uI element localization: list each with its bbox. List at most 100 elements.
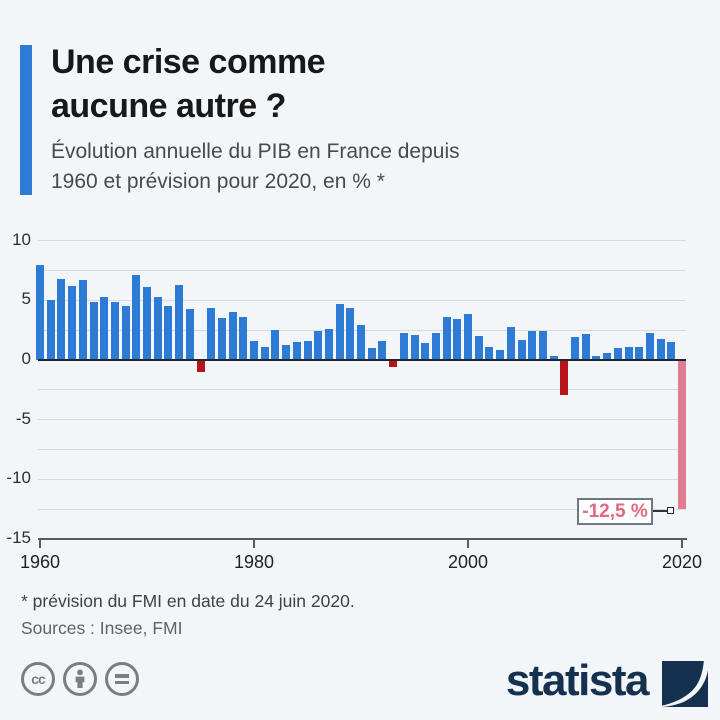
annotation-connector bbox=[653, 510, 669, 512]
bar-1966 bbox=[100, 296, 109, 360]
y-axis-label: 5 bbox=[21, 289, 31, 309]
gridline bbox=[38, 419, 686, 421]
bar-1983 bbox=[282, 344, 291, 360]
bar-1997 bbox=[431, 332, 440, 360]
gridline bbox=[38, 299, 686, 301]
x-axis-tick bbox=[467, 538, 469, 548]
bar-1982 bbox=[271, 330, 280, 360]
bar-2019 bbox=[667, 342, 676, 360]
x-axis-tick bbox=[681, 538, 683, 548]
bar-1981 bbox=[260, 346, 269, 360]
page-title: Une crise comme aucune autre ? bbox=[51, 40, 326, 128]
bar-2006 bbox=[528, 331, 537, 360]
bar-1989 bbox=[346, 307, 355, 360]
bar-1969 bbox=[132, 275, 141, 360]
bar-1974 bbox=[185, 308, 194, 360]
cc-icon-label: cc bbox=[31, 671, 46, 687]
gridline bbox=[38, 270, 686, 272]
annotation-marker bbox=[667, 507, 674, 514]
bar-1979 bbox=[239, 317, 248, 360]
y-axis-label: -15 bbox=[6, 527, 31, 547]
bar-2005 bbox=[517, 339, 526, 360]
bar-1980 bbox=[250, 340, 258, 360]
title-line-2: aucune autre ? bbox=[51, 87, 286, 125]
gridline bbox=[38, 448, 686, 450]
forecast-annotation: -12,5 % bbox=[577, 498, 653, 525]
gridline bbox=[38, 389, 686, 391]
gridline bbox=[38, 240, 686, 242]
bar-1976 bbox=[207, 307, 216, 360]
x-axis-label: 2000 bbox=[447, 551, 489, 572]
bar-2001 bbox=[474, 336, 483, 360]
subtitle-line-2: 1960 et prévision pour 2020, en % * bbox=[51, 170, 385, 193]
bar-1992 bbox=[378, 340, 387, 360]
bar-1975 bbox=[196, 360, 205, 372]
bar-2017 bbox=[645, 332, 654, 360]
no-derivatives-icon[interactable] bbox=[105, 662, 139, 696]
footnote: * prévision du FMI en date du 24 juin 20… bbox=[21, 591, 355, 611]
bar-2015 bbox=[624, 346, 633, 360]
forecast-annotation-label: -12,5 % bbox=[582, 500, 648, 522]
bar-1977 bbox=[217, 318, 226, 360]
y-axis-label: 10 bbox=[12, 229, 31, 249]
bar-1972 bbox=[164, 306, 173, 360]
gridline bbox=[38, 508, 686, 510]
bar-1963 bbox=[68, 286, 77, 360]
bar-1964 bbox=[78, 280, 87, 360]
bar-2010 bbox=[571, 337, 579, 360]
bar-1984 bbox=[292, 342, 301, 360]
bar-2012 bbox=[592, 356, 601, 360]
x-axis-tick bbox=[253, 538, 255, 548]
gridline bbox=[38, 478, 686, 480]
x-axis bbox=[38, 537, 687, 540]
bar-1970 bbox=[143, 287, 151, 360]
bar-2014 bbox=[613, 348, 622, 360]
sources: Sources : Insee, FMI bbox=[21, 618, 183, 638]
bar-2008 bbox=[549, 356, 558, 360]
x-axis-label: 1960 bbox=[19, 551, 61, 572]
bar-1968 bbox=[121, 306, 130, 360]
zero-axis bbox=[38, 359, 686, 361]
bar-1986 bbox=[314, 331, 323, 360]
bar-2003 bbox=[496, 350, 505, 360]
bar-1994 bbox=[399, 332, 408, 360]
bar-1988 bbox=[335, 303, 344, 360]
bar-2002 bbox=[485, 346, 494, 360]
license-icons: cc bbox=[21, 662, 139, 696]
bar-2009 bbox=[560, 360, 569, 395]
bar-2000 bbox=[464, 313, 472, 360]
bar-2016 bbox=[635, 346, 644, 360]
bar-1967 bbox=[110, 301, 119, 360]
bar-2020 bbox=[678, 360, 686, 509]
statista-logo-icon[interactable] bbox=[662, 661, 708, 707]
y-axis-label: -10 bbox=[6, 468, 31, 488]
bar-1960 bbox=[36, 264, 44, 360]
bar-2004 bbox=[506, 326, 515, 360]
title-line-1: Une crise comme bbox=[51, 43, 326, 81]
bar-1985 bbox=[303, 340, 312, 360]
y-axis-label: -5 bbox=[15, 408, 31, 428]
bar-1971 bbox=[153, 296, 162, 360]
bar-2013 bbox=[603, 352, 612, 360]
bar-2018 bbox=[656, 338, 665, 360]
bar-1990 bbox=[357, 325, 365, 360]
bar-1987 bbox=[324, 329, 333, 360]
cc-icon[interactable]: cc bbox=[21, 662, 55, 696]
bar-2011 bbox=[581, 333, 590, 360]
statista-wordmark[interactable]: statista bbox=[505, 656, 650, 705]
x-axis-label: 1980 bbox=[233, 551, 275, 572]
bar-1991 bbox=[367, 348, 376, 360]
bar-1962 bbox=[57, 278, 66, 360]
y-axis-label: 0 bbox=[21, 349, 31, 368]
bar-1996 bbox=[421, 343, 430, 360]
bar-2007 bbox=[538, 331, 547, 360]
bar-1993 bbox=[389, 360, 398, 368]
attribution-icon[interactable] bbox=[63, 662, 97, 696]
equals-glyph bbox=[115, 674, 129, 684]
bar-1978 bbox=[228, 312, 237, 360]
bar-1965 bbox=[89, 301, 98, 360]
bar-1999 bbox=[453, 319, 462, 360]
x-axis-label: 2020 bbox=[661, 551, 703, 572]
subtitle-line-1: Évolution annuelle du PIB en France depu… bbox=[51, 140, 460, 163]
